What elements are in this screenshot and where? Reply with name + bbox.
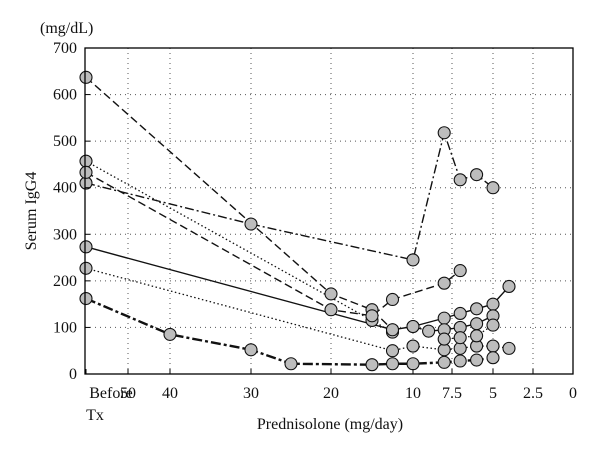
data-point [486,351,500,365]
data-point [486,297,500,311]
data-point [470,329,484,343]
y-unit-label: (mg/dL) [40,20,93,37]
data-point [79,165,93,179]
x-tick-label: 0 [569,385,577,402]
data-point [324,303,338,317]
x-tick-label: 5 [489,385,497,402]
grid-lines [85,48,573,374]
y-tick-label: 700 [53,40,77,57]
data-point [365,309,379,323]
x-tick-label: 50 [120,385,136,402]
y-tick-label: 300 [53,226,77,243]
data-point [244,343,258,357]
data-point [437,276,451,290]
data-point [470,302,484,316]
data-point [422,324,436,338]
x-axis-title: Prednisolone (mg/day) [257,416,403,433]
series-line-3 [85,160,393,333]
data-point [406,339,420,353]
series-line-2 [85,132,494,261]
data-point [244,217,258,231]
y-tick-label: 0 [69,366,77,383]
x-tick-label: 40 [162,385,178,402]
data-point [79,70,93,84]
data-point [406,357,420,371]
plot-frame [84,47,574,375]
data-point [365,358,379,372]
series-line-9 [444,324,494,340]
data-point [437,332,451,346]
y-tick-label: 400 [53,180,77,197]
y-tick-label: 200 [53,273,77,290]
data-point [453,173,467,187]
data-point [453,354,467,368]
series-line-1 [85,76,393,331]
data-point [385,323,400,337]
data-point [385,357,400,371]
data-point [385,344,400,358]
x-tick-label: 30 [243,385,259,402]
series-line-4 [85,171,461,317]
data-point [486,318,500,332]
y-axis-ticks: 0 100 200 300 400 500 600 700 [53,40,90,383]
data-point [453,306,467,321]
data-point [502,279,516,293]
x-tick-label: 20 [323,385,339,402]
data-point [470,317,484,331]
data-point [470,168,484,182]
data-point [437,126,451,140]
data-point [453,331,467,345]
data-point [406,253,420,267]
x-tick-label: 7.5 [442,385,462,402]
data-point [324,287,338,301]
data-point [79,240,93,254]
y-tick-label: 500 [53,133,77,150]
y-tick-label: 100 [53,319,77,336]
data-point [502,341,516,355]
x-tick-label: 10 [405,385,421,402]
data-point [79,154,93,168]
data-point [486,181,500,195]
data-point [79,261,93,275]
data-point [79,292,93,306]
y-axis-title: Serum IgG4 [23,172,40,251]
data-point [284,357,298,371]
x-tick-label: 2.5 [523,385,543,402]
data-point [406,319,420,334]
data-point [437,311,451,325]
data-point [385,292,400,307]
data-point [470,353,484,367]
data-point [163,327,177,341]
x-tick-label: Before Tx [86,385,133,424]
y-tick-label: 600 [53,87,77,104]
data-markers [79,70,516,372]
data-point [453,264,467,278]
data-point [486,339,500,353]
data-point [437,355,451,369]
